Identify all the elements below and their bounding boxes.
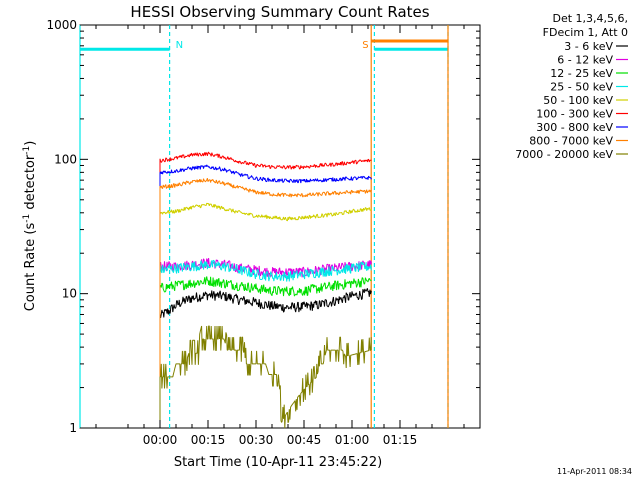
x-tick-label: 00:00: [143, 433, 178, 447]
series-line-7: [159, 164, 372, 428]
x-tick-label: 01:00: [335, 433, 370, 447]
legend-label-7: 300 - 800 keV: [536, 121, 613, 134]
y-label-main: Count Rate (s: [23, 223, 38, 312]
series-line-9: [159, 325, 372, 429]
y-label-sup-1: -1: [22, 214, 32, 223]
chart-title: HESSI Observing Summary Count Rates: [130, 3, 429, 21]
y-label-end: ): [23, 141, 38, 146]
series-line-8: [159, 178, 372, 428]
legend-label-2: 6 - 12 keV: [557, 54, 613, 67]
plot-frame: [79, 24, 481, 429]
series-line-3: [159, 276, 372, 428]
series-layer: [159, 151, 372, 429]
axis-layer: 1 10 100 1000 00:00 00:15 00:30 00:45 01:00 01:15: [46, 18, 480, 447]
series-line-1: [159, 288, 372, 428]
y-label-sup-2: -1: [22, 146, 32, 155]
series-line-4: [159, 259, 372, 428]
y-label-mid: detector: [23, 154, 38, 214]
legend-label-5: 50 - 100 keV: [543, 94, 613, 107]
x-tick-label: 01:15: [383, 433, 418, 447]
legend: Det 1,3,4,5,6, FDecim 1, Att 0 3 - 6 keV…: [515, 12, 628, 161]
legend-label-3: 12 - 25 keV: [550, 67, 613, 80]
x-axis-label: Start Time (10-Apr-11 23:45:22): [174, 455, 382, 470]
x-tick-label: 00:15: [191, 433, 226, 447]
series-line-6: [159, 151, 372, 428]
y-tick-label: 100: [54, 152, 77, 166]
legend-label-4: 25 - 50 keV: [550, 81, 613, 94]
x-tick-label: 00:45: [287, 433, 322, 447]
legend-label-6: 100 - 300 keV: [536, 108, 613, 121]
y-tick-label: 1000: [46, 18, 77, 32]
marker-label-saa: S: [362, 40, 368, 51]
y-tick-label: 10: [62, 287, 77, 301]
marker-label-night: N: [176, 40, 183, 51]
series-line-5: [159, 202, 372, 428]
legend-header-line-2: FDecim 1, Att 0: [543, 26, 628, 39]
x-tick-label: 00:30: [239, 433, 274, 447]
legend-label-8: 800 - 7000 keV: [529, 135, 613, 148]
timestamp: 11-Apr-2011 08:34: [557, 467, 632, 476]
y-axis-label: Count Rate (s-1 detector-1): [22, 141, 38, 312]
legend-label-9: 7000 - 20000 keV: [515, 148, 613, 161]
legend-label-1: 3 - 6 keV: [564, 40, 613, 53]
legend-header-line-1: Det 1,3,4,5,6,: [552, 12, 628, 25]
y-tick-label: 1: [69, 421, 77, 435]
